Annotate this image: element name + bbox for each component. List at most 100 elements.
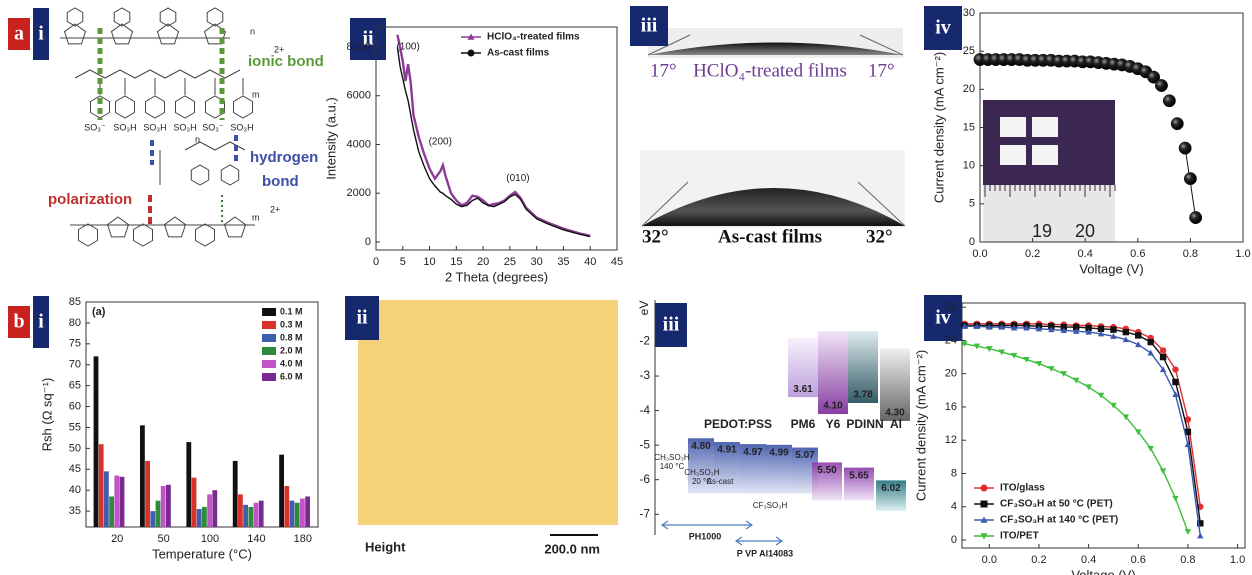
afm-image (358, 300, 618, 536)
legend-marker (467, 33, 475, 40)
y-tick-label: 0 (365, 236, 371, 248)
y-axis-label: Current density (mA cm⁻²) (913, 350, 928, 501)
plot-frame (961, 302, 1246, 549)
y-tick-label: 80 (69, 317, 81, 329)
energy-level (714, 442, 740, 494)
y-tick-label: -6 (639, 472, 650, 486)
bar (294, 502, 300, 527)
y-tick-label: 75 (69, 338, 81, 350)
angle-line (859, 34, 904, 56)
marker (986, 346, 993, 352)
panel-label: ii (362, 28, 374, 50)
y-tick-label: 8 (951, 467, 957, 479)
energy-level (880, 348, 910, 421)
bar (104, 471, 109, 527)
marker (1159, 347, 1167, 354)
panel-label: a (14, 23, 24, 45)
x-tick-label: 0.0 (972, 248, 987, 260)
thiophene (63, 23, 87, 45)
group-label: SO₃H (173, 122, 196, 132)
data-point (1147, 70, 1161, 84)
panel-label: iii (663, 314, 680, 336)
bar (238, 494, 243, 527)
energy-annotation: P VP Al14083 (737, 548, 793, 558)
legend-swatch (262, 373, 276, 381)
energy-annotation: CF₃SO₃H (753, 501, 788, 510)
legend-label: 0.3 M (280, 319, 303, 329)
panel-badge (924, 295, 962, 341)
x-tick-label: 20 (111, 533, 123, 545)
y-tick-label: 35 (69, 505, 81, 517)
series-line (396, 34, 591, 238)
y-tick-label: 4000 (347, 138, 371, 150)
energy-annotation: PDINN (846, 417, 883, 431)
marker (1085, 328, 1092, 335)
angle-label: 32° (866, 226, 893, 247)
angle-label: 17° (868, 60, 895, 81)
x-tick-label: 35 (557, 256, 569, 268)
y-tick-label: -5 (639, 437, 650, 451)
ring (206, 7, 224, 27)
energy-annotation: PH1000 (689, 531, 722, 541)
marker (1147, 338, 1154, 346)
y-tick-label: 30 (963, 7, 975, 19)
bar (300, 498, 305, 527)
y-tick-label: 20 (945, 368, 957, 380)
bar (284, 486, 290, 527)
energy-annotation: 20 °C (692, 477, 712, 486)
thiophene (106, 216, 130, 238)
legend-label: 4.0 M (280, 358, 303, 368)
legend-swatch (262, 334, 276, 342)
y-tick-label: -2 (639, 334, 650, 348)
panel-badge (8, 18, 30, 50)
marker (1197, 532, 1204, 539)
y-tick-label: 55 (69, 421, 81, 433)
energy-annotation: 140 °C (660, 462, 685, 471)
marker (1010, 352, 1018, 359)
x-tick-label: 140 (247, 533, 265, 545)
y-tick-label: 15 (963, 121, 975, 133)
level-label: 4.99 (769, 447, 789, 458)
bar (119, 476, 125, 527)
y-tick-label: 0 (969, 236, 975, 248)
y-tick-label: 20 (963, 83, 975, 95)
energy-arrows (660, 520, 784, 546)
droplet (642, 188, 905, 226)
ring (113, 7, 131, 27)
y-axis-label: eV (637, 301, 651, 316)
level-label: 4.91 (717, 445, 737, 456)
level-label: 3.78 (853, 390, 873, 401)
y-tick-label: 8000 (347, 41, 371, 53)
y-tick-label: 4 (951, 501, 957, 513)
afm-caption: Height (365, 539, 406, 554)
marker (1184, 416, 1192, 423)
marker (1122, 414, 1130, 421)
bar (155, 500, 161, 527)
marker (1010, 324, 1018, 331)
panel-label: iv (935, 307, 951, 329)
panel-badge (630, 6, 668, 46)
energy-level (740, 444, 766, 494)
marker (1172, 366, 1179, 373)
x-axis-label: Temperature (°C) (152, 546, 252, 561)
angle-line (641, 181, 689, 227)
angle-line (647, 34, 691, 56)
x-tick-label: 20 (477, 256, 489, 268)
energy-annotation: Al (890, 417, 902, 431)
y-tick-label: 70 (69, 359, 81, 371)
marker (973, 323, 981, 329)
x-tick-label: 1.0 (1235, 248, 1250, 260)
energy-level (848, 331, 878, 403)
marker (1197, 520, 1204, 527)
bar (191, 477, 197, 527)
y-tick-label: 24 (945, 334, 957, 346)
y-tick-label: 2000 (347, 187, 371, 199)
data-point (1170, 117, 1184, 131)
marker (1110, 333, 1117, 339)
marker (1023, 324, 1030, 331)
bar (232, 460, 238, 527)
bar (150, 511, 156, 527)
legend-label: 2.0 M (280, 345, 303, 355)
chemical-structure: SO₃⁻ SO₃H SO₃H SO₃H SO₃⁻ SO₃H n m 2+ n m 2+ (60, 7, 284, 247)
panel-label: i (38, 311, 44, 333)
